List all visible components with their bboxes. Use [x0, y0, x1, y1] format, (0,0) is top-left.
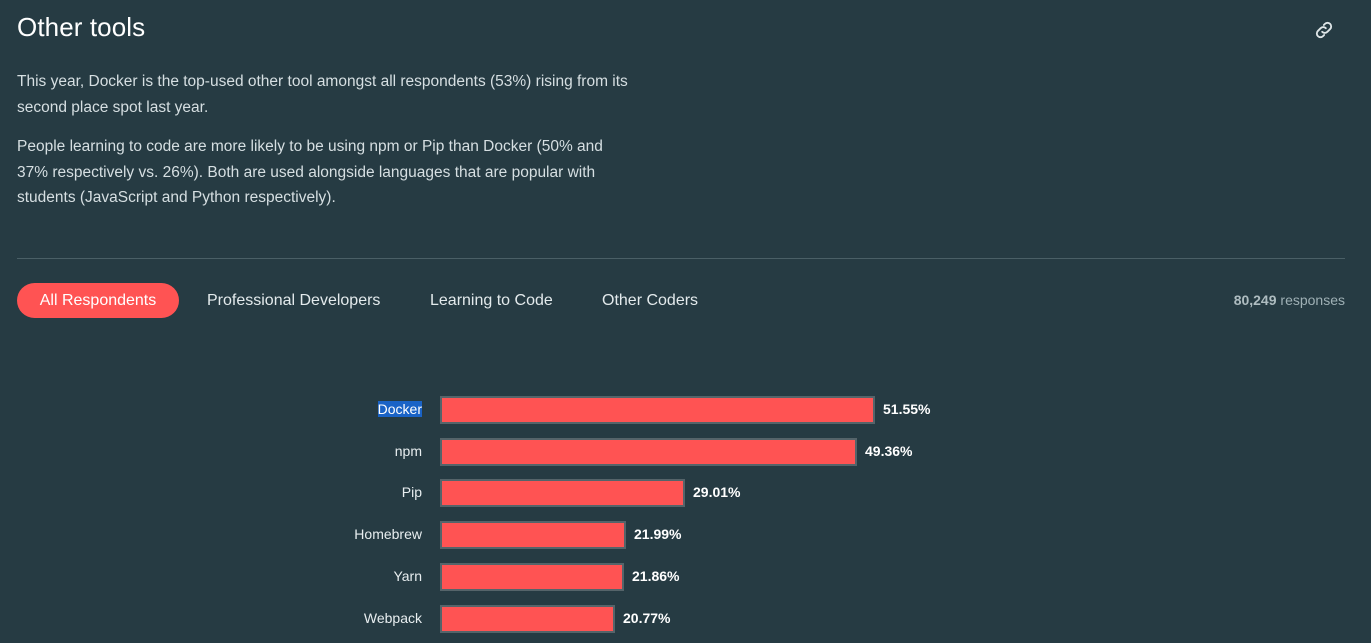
tab-professional-developers[interactable]: Professional Developers [207, 292, 381, 309]
bar-value-docker: 51.55% [883, 401, 931, 417]
tab-all-respondents[interactable]: All Respondents [17, 283, 179, 318]
bar-value-homebrew: 21.99% [634, 526, 682, 543]
bar-homebrew[interactable] [440, 521, 626, 550]
bar-value-yarn: 21.86% [632, 567, 680, 584]
bar-value-pip: 29.01% [693, 484, 741, 501]
bar-value-webpack: 20.77% [623, 609, 671, 626]
bar-label-homebrew: Homebrew [354, 526, 422, 543]
divider [17, 258, 1345, 259]
responses-count: 80,249 responses [1234, 292, 1345, 308]
bar-label-npm: npm [394, 442, 422, 459]
intro-paragraph-2: People learning to code are more likely … [17, 138, 603, 206]
responses-label: responses [1280, 292, 1345, 308]
bar-docker[interactable] [440, 396, 875, 424]
bar-pip[interactable] [440, 479, 685, 508]
bar-webpack[interactable] [440, 604, 615, 633]
section-title: Other tools [17, 12, 146, 42]
tab-other-coders[interactable]: Other Coders [602, 292, 699, 309]
bar-value-npm: 49.36% [865, 442, 913, 459]
bar-yarn[interactable] [440, 562, 624, 591]
bar-npm[interactable] [440, 437, 857, 466]
bar-label-webpack: Webpack [363, 609, 422, 626]
responses-number: 80,249 [1233, 292, 1277, 308]
bar-label-pip: Pip [401, 484, 422, 501]
bar-chart: Docker 51.55% npm 49.36% Pip 29.01% Homebrew 21… [0, 380, 1371, 643]
intro-paragraph-1: This year, Docker is the top-used other … [17, 73, 628, 116]
link-icon[interactable] [1313, 19, 1335, 41]
tab-learning-to-code[interactable]: Learning to Code [430, 292, 553, 309]
bar-label-yarn: Yarn [393, 567, 422, 584]
bar-label-docker: Docker [377, 401, 422, 417]
